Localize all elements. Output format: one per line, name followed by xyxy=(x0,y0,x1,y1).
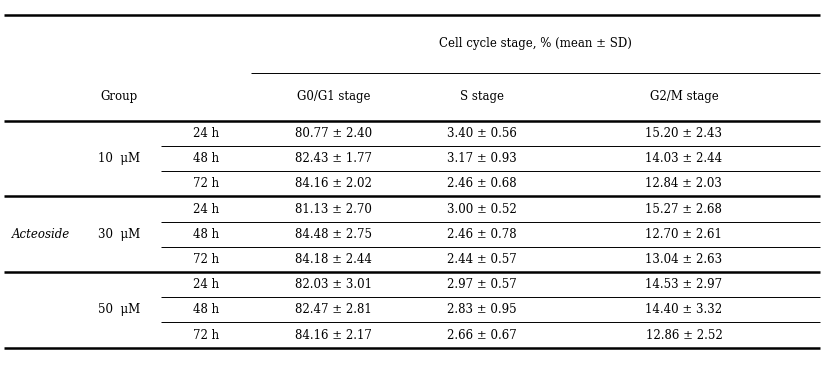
Text: 72 h: 72 h xyxy=(193,329,219,341)
Text: 48 h: 48 h xyxy=(193,303,219,316)
Text: 2.46 ± 0.68: 2.46 ± 0.68 xyxy=(447,177,517,190)
Text: 14.03 ± 2.44: 14.03 ± 2.44 xyxy=(645,152,723,165)
Text: 14.40 ± 3.32: 14.40 ± 3.32 xyxy=(645,303,723,316)
Text: 82.03 ± 3.01: 82.03 ± 3.01 xyxy=(295,278,372,291)
Text: 10  μM: 10 μM xyxy=(98,152,141,165)
Text: 82.43 ± 1.77: 82.43 ± 1.77 xyxy=(295,152,372,165)
Text: 24 h: 24 h xyxy=(193,202,219,216)
Text: 12.86 ± 2.52: 12.86 ± 2.52 xyxy=(645,329,723,341)
Text: 50  μM: 50 μM xyxy=(98,303,141,316)
Text: 15.27 ± 2.68: 15.27 ± 2.68 xyxy=(645,202,723,216)
Text: 72 h: 72 h xyxy=(193,253,219,266)
Text: 30  μM: 30 μM xyxy=(98,228,141,241)
Text: 48 h: 48 h xyxy=(193,228,219,241)
Text: 12.70 ± 2.61: 12.70 ± 2.61 xyxy=(645,228,723,241)
Text: 13.04 ± 2.63: 13.04 ± 2.63 xyxy=(645,253,723,266)
Text: 84.16 ± 2.17: 84.16 ± 2.17 xyxy=(295,329,372,341)
Text: 24 h: 24 h xyxy=(193,278,219,291)
Text: 72 h: 72 h xyxy=(193,177,219,190)
Text: Group: Group xyxy=(101,90,138,104)
Text: 81.13 ± 2.70: 81.13 ± 2.70 xyxy=(295,202,372,216)
Text: 2.44 ± 0.57: 2.44 ± 0.57 xyxy=(447,253,517,266)
Text: 24 h: 24 h xyxy=(193,127,219,140)
Text: G2/M stage: G2/M stage xyxy=(649,90,719,104)
Text: 84.18 ± 2.44: 84.18 ± 2.44 xyxy=(295,253,372,266)
Text: 48 h: 48 h xyxy=(193,152,219,165)
Text: 2.46 ± 0.78: 2.46 ± 0.78 xyxy=(447,228,517,241)
Text: 82.47 ± 2.81: 82.47 ± 2.81 xyxy=(295,303,372,316)
Text: 2.97 ± 0.57: 2.97 ± 0.57 xyxy=(447,278,517,291)
Text: 15.20 ± 2.43: 15.20 ± 2.43 xyxy=(645,127,723,140)
Text: 3.40 ± 0.56: 3.40 ± 0.56 xyxy=(447,127,517,140)
Text: Acteoside: Acteoside xyxy=(12,228,70,241)
Text: 12.84 ± 2.03: 12.84 ± 2.03 xyxy=(645,177,723,190)
Text: 80.77 ± 2.40: 80.77 ± 2.40 xyxy=(295,127,372,140)
Text: 2.66 ± 0.67: 2.66 ± 0.67 xyxy=(447,329,517,341)
Text: 3.00 ± 0.52: 3.00 ± 0.52 xyxy=(447,202,517,216)
Text: 2.83 ± 0.95: 2.83 ± 0.95 xyxy=(447,303,517,316)
Text: Cell cycle stage, % (mean ± SD): Cell cycle stage, % (mean ± SD) xyxy=(439,37,632,51)
Text: 3.17 ± 0.93: 3.17 ± 0.93 xyxy=(447,152,517,165)
Text: G0/G1 stage: G0/G1 stage xyxy=(297,90,371,104)
Text: 84.48 ± 2.75: 84.48 ± 2.75 xyxy=(295,228,372,241)
Text: 84.16 ± 2.02: 84.16 ± 2.02 xyxy=(295,177,372,190)
Text: S stage: S stage xyxy=(460,90,504,104)
Text: 14.53 ± 2.97: 14.53 ± 2.97 xyxy=(645,278,723,291)
